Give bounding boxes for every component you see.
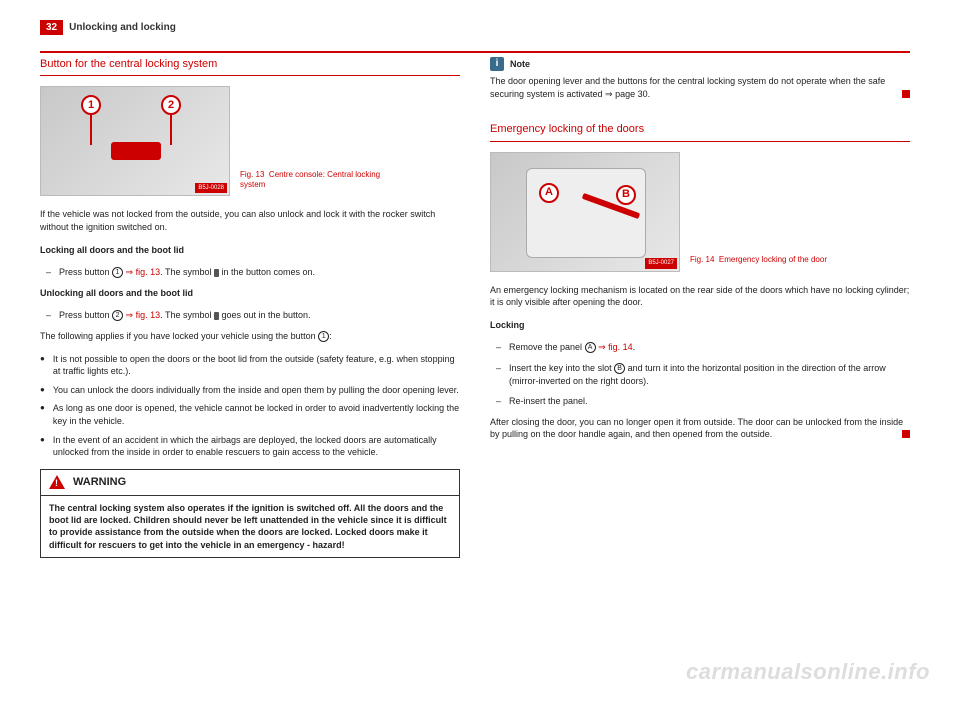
bullet-1: ● It is not possible to open the doors or…	[40, 353, 460, 378]
marker-line-2	[170, 115, 172, 145]
marker-inline-1b: 1	[318, 331, 329, 342]
figure-14-caption: Fig. 14 Emergency locking of the door	[690, 255, 827, 271]
section-title-right: Emergency locking of the doors	[490, 122, 910, 141]
bullet-text: In the event of an accident in which the…	[53, 434, 460, 459]
marker-inline-a: A	[585, 342, 596, 353]
applies-paragraph: The following applies if you have locked…	[40, 330, 460, 343]
txt: in the button comes on.	[219, 267, 315, 277]
step-text: Insert the key into the slot B and turn …	[509, 362, 910, 387]
txt: The following applies if you have locked…	[40, 331, 318, 341]
txt: Insert the key into the slot	[509, 363, 614, 373]
rocker-switch	[111, 142, 161, 160]
watermark-text: carmanualsonline.info	[686, 659, 930, 685]
right-lock-heading: Locking	[490, 319, 910, 332]
bullet-icon: ●	[40, 353, 45, 378]
marker-line-1	[90, 115, 92, 145]
figure-13-caption: Fig. 13 Centre console: Central locking …	[240, 170, 400, 197]
note-text: The door opening lever and the buttons f…	[490, 75, 910, 100]
section-end-icon	[902, 430, 910, 438]
fig-link[interactable]: ⇒ fig. 13	[123, 267, 160, 277]
left-column: Button for the central locking system 1 …	[40, 57, 460, 558]
figure-14-block: A B B5J-0027 Fig. 14 Emergency locking o…	[490, 152, 910, 272]
fig-link[interactable]: ⇒ fig. 13	[123, 310, 160, 320]
right-column: i Note The door opening lever and the bu…	[490, 57, 910, 558]
step-text: Remove the panel A ⇒ fig. 14.	[509, 341, 635, 354]
bullet-icon: ●	[40, 434, 45, 459]
txt: .	[633, 342, 636, 352]
figure-13-block: 1 2 B5J-0028 Fig. 13 Centre console: Cen…	[40, 86, 460, 196]
right-step-2: – Insert the key into the slot B and tur…	[490, 362, 910, 387]
unlocking-heading: Unlocking all doors and the boot lid	[40, 287, 460, 300]
bullet-text: As long as one door is opened, the vehic…	[53, 402, 460, 427]
bullet-4: ● In the event of an accident in which th…	[40, 434, 460, 459]
txt: After closing the door, you can no longe…	[490, 417, 903, 440]
page-number-badge: 32	[40, 20, 63, 35]
right-outro: After closing the door, you can no longe…	[490, 416, 910, 441]
note-label: Note	[510, 58, 530, 71]
dash-icon: –	[496, 341, 501, 354]
bullet-text: It is not possible to open the doors or …	[53, 353, 460, 378]
warning-body: The central locking system also operates…	[41, 496, 459, 557]
right-intro: An emergency locking mechanism is locate…	[490, 284, 910, 309]
marker-inline-2: 2	[112, 310, 123, 321]
bullet-icon: ●	[40, 402, 45, 427]
dash-icon: –	[46, 309, 51, 322]
locking-step-text: Press button 1 ⇒ fig. 13. The symbol in …	[59, 266, 315, 279]
figure-13-image: 1 2 B5J-0028	[40, 86, 230, 196]
marker-inline-1: 1	[112, 267, 123, 278]
dash-icon: –	[46, 266, 51, 279]
figure-marker-2: 2	[161, 95, 181, 115]
warning-icon	[49, 475, 65, 489]
figure-marker-a: A	[539, 183, 559, 203]
marker-inline-b: B	[614, 363, 625, 374]
section-title-left: Button for the central locking system	[40, 57, 460, 76]
txt: Press button	[59, 267, 112, 277]
figure-marker-b: B	[616, 185, 636, 205]
section-end-icon	[902, 90, 910, 98]
unlocking-step: – Press button 2 ⇒ fig. 13. The symbol g…	[40, 309, 460, 322]
warning-title: WARNING	[73, 475, 126, 490]
figure-marker-1: 1	[81, 95, 101, 115]
dash-icon: –	[496, 395, 501, 408]
step-text: Re-insert the panel.	[509, 395, 588, 408]
right-step-1: – Remove the panel A ⇒ fig. 14.	[490, 341, 910, 354]
header-section-title: Unlocking and locking	[69, 22, 176, 33]
note-icon: i	[490, 57, 504, 71]
figure-14-image: A B B5J-0027	[490, 152, 680, 272]
content-columns: Button for the central locking system 1 …	[40, 57, 910, 558]
spacer	[490, 110, 910, 122]
dash-icon: –	[496, 362, 501, 387]
txt: Press button	[59, 310, 112, 320]
figure-14-ref: B5J-0027	[645, 258, 677, 268]
txt: :	[329, 331, 332, 341]
fig-label: Fig. 14	[690, 255, 714, 264]
unlocking-step-text: Press button 2 ⇒ fig. 13. The symbol goe…	[59, 309, 311, 322]
manual-page: 32 Unlocking and locking Button for the …	[0, 0, 960, 703]
bullet-icon: ●	[40, 384, 45, 397]
locking-heading: Locking all doors and the boot lid	[40, 244, 460, 257]
warning-header: WARNING	[41, 470, 459, 496]
bullet-text: You can unlock the doors individually fr…	[53, 384, 459, 397]
fig-link[interactable]: ⇒ fig. 14	[596, 342, 633, 352]
txt: The door opening lever and the buttons f…	[490, 76, 885, 99]
bullet-3: ● As long as one door is opened, the vehi…	[40, 402, 460, 427]
figure-13-ref: B5J-0028	[195, 183, 227, 193]
txt: goes out in the button.	[219, 310, 311, 320]
txt: Remove the panel	[509, 342, 585, 352]
page-link[interactable]: ⇒ page 30.	[605, 89, 650, 99]
header-rule	[40, 51, 910, 53]
fig-caption-text: Emergency locking of the door	[719, 255, 827, 264]
txt: . The symbol	[160, 310, 214, 320]
intro-paragraph: If the vehicle was not locked from the o…	[40, 208, 460, 233]
fig-label: Fig. 13	[240, 170, 264, 179]
page-header: 32 Unlocking and locking	[40, 20, 910, 35]
right-step-3: – Re-insert the panel.	[490, 395, 910, 408]
warning-box: WARNING The central locking system also …	[40, 469, 460, 558]
locking-step: – Press button 1 ⇒ fig. 13. The symbol i…	[40, 266, 460, 279]
txt: . The symbol	[160, 267, 214, 277]
bullet-2: ● You can unlock the doors individually f…	[40, 384, 460, 397]
note-header: i Note	[490, 57, 910, 71]
